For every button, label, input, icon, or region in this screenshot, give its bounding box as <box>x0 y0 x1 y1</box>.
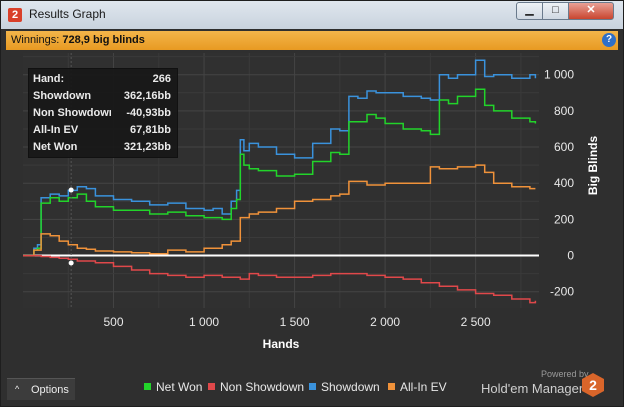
x-tick-label: 1 500 <box>280 315 310 329</box>
legend-item-all-in-ev[interactable]: All-In EV <box>388 380 447 394</box>
powered-by-text: Powered by <box>541 369 589 379</box>
x-axis-label: Hands <box>263 337 300 351</box>
series-line-non-showdown <box>23 254 537 304</box>
legend-item-showdown[interactable]: Showdown <box>309 380 380 394</box>
x-tick-label: 2 000 <box>370 315 400 329</box>
legend-item-net-won[interactable]: Net Won <box>144 380 202 394</box>
stat-label: Net Won <box>33 141 78 153</box>
y-tick-label: 600 <box>554 140 574 154</box>
winnings-summary: Winnings: 728,9 big blinds <box>11 31 145 50</box>
legend-swatch <box>144 383 151 390</box>
legend-swatch <box>309 383 316 390</box>
hem-logo-icon: 2 <box>582 373 604 397</box>
legend-label: Non Showdown <box>220 380 305 394</box>
stat-value: 67,81bb <box>130 124 171 136</box>
y-tick-label: 200 <box>554 212 574 226</box>
options-label: Options <box>31 384 69 396</box>
winnings-bar: Winnings: 728,9 big blinds ? <box>6 31 618 50</box>
stat-row-non-showdown: Non Showdown -40,93bb <box>33 105 171 122</box>
legend-swatch <box>208 383 215 390</box>
stat-label: Hand: <box>33 73 65 85</box>
stat-value: 321,23bb <box>123 141 171 153</box>
stat-row-showdown: Showdown 362,16bb <box>33 88 171 105</box>
stat-row-net-won: Net Won 321,23bb <box>33 139 171 156</box>
chevron-up-icon: ^ <box>15 384 20 394</box>
hover-marker <box>68 260 74 266</box>
legend-label: Showdown <box>321 380 380 394</box>
stat-row-hand: Hand: 266 <box>33 71 171 88</box>
close-button[interactable]: ✕ <box>568 2 614 20</box>
help-icon[interactable]: ? <box>602 33 616 47</box>
x-tick-label: 2 500 <box>461 315 491 329</box>
y-tick-label: -200 <box>550 285 574 299</box>
stat-value: 266 <box>152 73 171 85</box>
window-title: Results Graph <box>29 7 106 21</box>
legend-item-non-showdown[interactable]: Non Showdown <box>208 380 304 394</box>
winnings-value: 728,9 big blinds <box>62 34 145 46</box>
stat-value: 362,16bb <box>123 90 171 102</box>
stat-label: All-In EV <box>33 124 79 136</box>
title-bar[interactable]: 2 Results Graph ▁ □ ✕ <box>1 1 623 29</box>
x-tick-label: 1 000 <box>189 315 219 329</box>
y-tick-label: 400 <box>554 176 574 190</box>
series-line-net-won <box>23 88 537 257</box>
y-tick-label: 800 <box>554 104 574 118</box>
stat-row-all-in-ev: All-In EV 67,81bb <box>33 122 171 139</box>
series-line-showdown <box>23 59 537 257</box>
stat-value: -40,93bb <box>126 107 171 119</box>
stat-label: Showdown <box>33 90 92 102</box>
options-button[interactable]: ^ Options <box>7 378 75 400</box>
legend-swatch <box>388 383 395 390</box>
legend-label: All-In EV <box>400 380 447 394</box>
hover-marker <box>68 187 74 193</box>
y-axis-label: Big Blinds <box>586 136 600 196</box>
winnings-label: Winnings: <box>11 34 60 46</box>
y-tick-label: 0 <box>567 249 574 263</box>
legend-label: Net Won <box>156 380 203 394</box>
x-tick-label: 500 <box>104 315 124 329</box>
y-tick-label: 1 000 <box>544 68 574 82</box>
maximize-button[interactable]: □ <box>542 2 569 20</box>
brand-name: Hold'em Manager <box>481 381 584 396</box>
app-logo-icon: 2 <box>8 8 22 22</box>
stat-label: Non Showdown <box>33 107 111 119</box>
hand-stats-tooltip: Hand: 266 Showdown 362,16bb Non Showdown… <box>28 68 178 158</box>
series-line-all-in-ev <box>23 164 536 257</box>
